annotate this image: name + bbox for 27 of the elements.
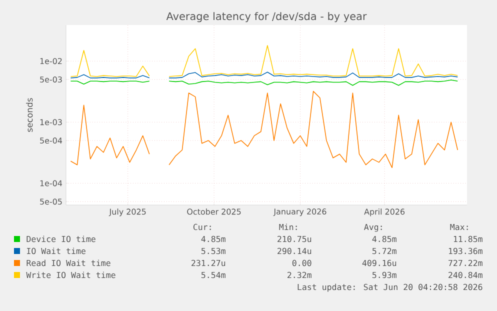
text: 0.00: [292, 260, 312, 266]
text: Avg:: [364, 224, 382, 232]
text: 727.22m: [448, 260, 482, 266]
text: 4.85m: [201, 236, 226, 242]
text: Last update: Sat Jun 20 04:20:58 2026: [298, 284, 482, 292]
text: 231.27u: [192, 260, 226, 266]
text: 5.53m: [201, 248, 226, 254]
text: 2.32m: [288, 272, 312, 278]
text: Max:: [450, 224, 468, 230]
legend-label: IO Wait time: [27, 248, 86, 254]
text: 193.36m: [448, 248, 482, 254]
text: Cur:: [193, 224, 211, 230]
text: 4.85m: [372, 236, 396, 242]
y-axis-title: seconds: [26, 98, 33, 132]
text: Min:: [279, 224, 297, 230]
legend-label: Write IO Wait time: [26, 272, 116, 278]
legend-label: Device IO time: [26, 236, 96, 242]
text: 240.84m: [448, 272, 482, 278]
text: 210.75u: [278, 236, 312, 242]
text: 5.93m: [372, 272, 396, 278]
text: 409.16u: [362, 260, 396, 266]
text: 290.14u: [278, 248, 312, 254]
text: 5.72m: [372, 248, 396, 254]
text: 5.54m: [201, 272, 226, 278]
text: 11.85m: [454, 236, 482, 242]
legend-label: Read IO Wait time: [26, 260, 110, 266]
chart-title: Average latency for /dev/sda - by year: [166, 12, 367, 22]
